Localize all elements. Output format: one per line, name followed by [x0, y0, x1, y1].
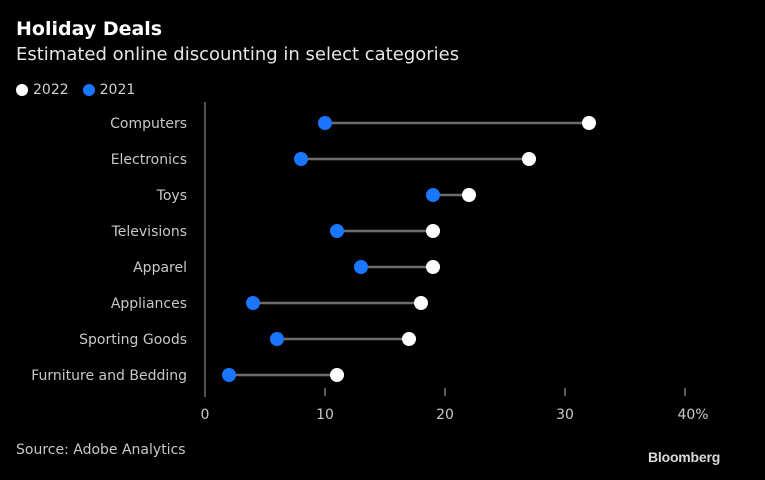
point-2022 — [426, 224, 440, 238]
category-label: Furniture and Bedding — [31, 368, 187, 384]
legend: 2022 2021 — [16, 82, 149, 98]
point-2021 — [426, 188, 440, 202]
x-tick-label: 30 — [556, 407, 574, 423]
chart-title: Holiday Deals — [16, 18, 163, 40]
point-2022 — [426, 260, 440, 274]
category-label: Sporting Goods — [79, 332, 187, 348]
point-2021 — [294, 152, 308, 166]
point-2021 — [246, 296, 260, 310]
category-label: Televisions — [111, 224, 187, 240]
chart-subtitle: Estimated online discounting in select c… — [16, 44, 460, 65]
x-tick-label: 20 — [436, 407, 454, 423]
legend-item-2022: 2022 — [16, 82, 69, 98]
point-2021 — [222, 368, 236, 382]
x-tick-label: 40% — [677, 407, 708, 423]
bloomberg-logo: Bloomberg — [648, 449, 721, 465]
category-label: Appliances — [111, 296, 187, 312]
source-note: Source: Adobe Analytics — [16, 442, 186, 458]
point-2022 — [414, 296, 428, 310]
legend-marker-2022 — [16, 84, 28, 96]
legend-label-2022: 2022 — [33, 82, 69, 98]
category-label: Toys — [156, 188, 187, 204]
point-2021 — [318, 116, 332, 130]
category-label: Computers — [110, 116, 187, 132]
category-label: Electronics — [111, 152, 187, 168]
legend-label-2021: 2021 — [99, 82, 136, 98]
legend-marker-2021 — [82, 84, 95, 96]
point-2021 — [270, 332, 284, 346]
x-tick-label: 10 — [316, 407, 334, 423]
point-2022 — [522, 152, 536, 166]
point-2021 — [354, 260, 368, 274]
point-2021 — [330, 224, 344, 238]
category-label: Apparel — [133, 260, 187, 276]
point-2022 — [582, 116, 596, 130]
point-2022 — [402, 332, 416, 346]
legend-item-2021: 2021 — [82, 82, 136, 98]
point-2022 — [330, 368, 344, 382]
x-tick-label: 0 — [201, 407, 210, 423]
point-2022 — [462, 188, 476, 202]
